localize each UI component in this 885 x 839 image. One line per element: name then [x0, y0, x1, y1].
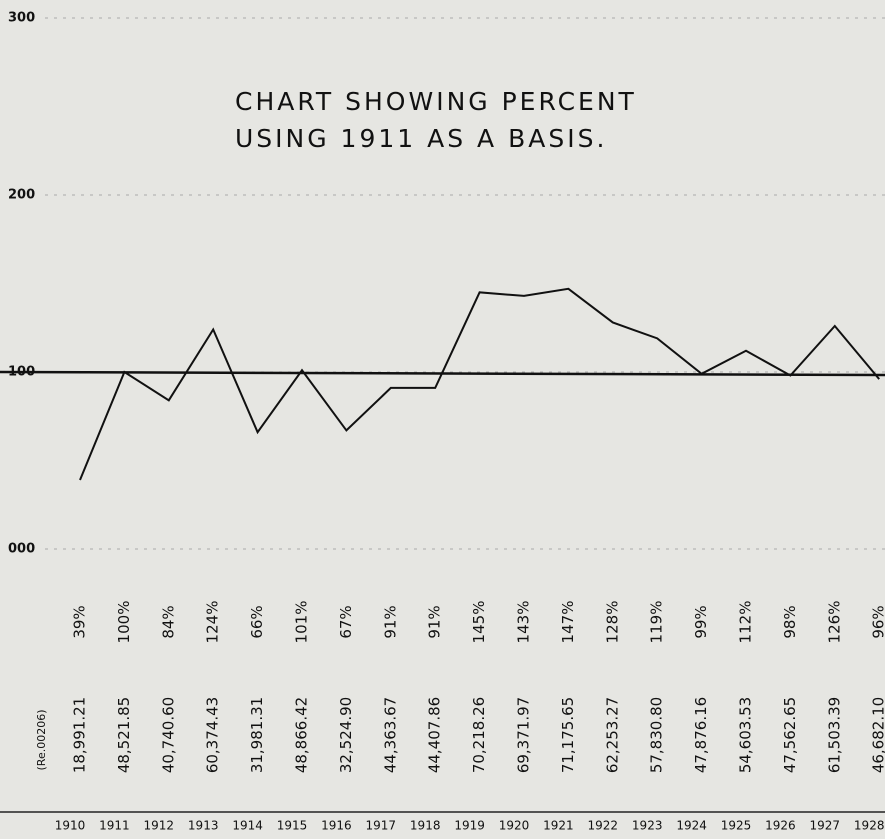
x-tick-label: 1913 [188, 819, 219, 833]
percent-label: 124% [204, 601, 222, 644]
x-tick-label: 1928 [854, 819, 885, 833]
percent-label: 66% [248, 605, 266, 638]
y-tick-label: 200 [8, 188, 35, 203]
x-tick-label: 1915 [277, 819, 308, 833]
x-tick-label: 1921 [543, 819, 574, 833]
chart-title: USING 1911 AS A BASIS. [235, 124, 607, 153]
x-tick-label: 1919 [454, 819, 485, 833]
percent-label: 96% [870, 605, 885, 638]
data-line [79, 287, 880, 481]
percent-label: 147% [559, 601, 577, 644]
percent-label: 119% [648, 601, 666, 644]
y-tick-label: 000 [8, 542, 35, 557]
percent-label: 84% [159, 605, 177, 638]
amount-label: 57,830.80 [648, 697, 666, 773]
percent-label: 39% [71, 605, 89, 638]
percent-label: 99% [692, 605, 710, 638]
x-tick-label: 1923 [632, 819, 663, 833]
amount-label: 47,876.16 [692, 697, 710, 773]
amount-label: 46,682.10 [870, 697, 885, 773]
amount-label: 70,218.26 [470, 697, 488, 773]
amount-label: 62,253.27 [603, 697, 621, 773]
x-tick-label: 1912 [144, 819, 175, 833]
amount-label: 48,866.42 [293, 697, 311, 773]
amount-label: 69,371.97 [515, 697, 533, 773]
amount-label: 47,562.65 [781, 697, 799, 773]
percent-label: 98% [781, 605, 799, 638]
x-tick-label: 1922 [588, 819, 619, 833]
amount-label: 32,524.90 [337, 697, 355, 773]
amount-label: 71,175.65 [559, 697, 577, 773]
percent-label: 112% [737, 601, 755, 644]
percent-label: 91% [381, 605, 399, 638]
amount-label: 61,503.39 [825, 697, 843, 773]
x-tick-label: 1916 [321, 819, 352, 833]
percent-label: 100% [115, 601, 133, 644]
percent-label: 143% [515, 601, 533, 644]
amount-label: 40,740.60 [159, 697, 177, 773]
amount-label: 48,521.85 [115, 697, 133, 773]
x-tick-label: 1911 [99, 819, 130, 833]
amount-label: 18,991.21 [71, 697, 89, 773]
x-tick-label: 1914 [232, 819, 263, 833]
percent-label: 126% [825, 601, 843, 644]
amount-label: 44,363.67 [381, 697, 399, 773]
x-tick-label: 1927 [810, 819, 841, 833]
amount-note: (Re.00206) [35, 710, 48, 771]
percent-label: 101% [293, 601, 311, 644]
y-tick-label: 300 [8, 11, 35, 26]
percent-label: 145% [470, 601, 488, 644]
amount-label: 60,374.43 [204, 697, 222, 773]
x-tick-label: 1926 [765, 819, 796, 833]
amount-label: 44,407.86 [426, 697, 444, 773]
x-tick-label: 1920 [499, 819, 530, 833]
percent-label: 128% [603, 601, 621, 644]
x-tick-label: 1917 [366, 819, 397, 833]
amount-label: 54,603.53 [737, 697, 755, 773]
x-tick-label: 1910 [55, 819, 86, 833]
percent-label: 67% [337, 605, 355, 638]
chart-title: CHART SHOWING PERCENT [235, 87, 637, 116]
x-tick-label: 1918 [410, 819, 441, 833]
x-tick-label: 1925 [721, 819, 752, 833]
x-tick-label: 1924 [676, 819, 707, 833]
amount-label: 31,981.31 [248, 697, 266, 773]
percent-label: 91% [426, 605, 444, 638]
